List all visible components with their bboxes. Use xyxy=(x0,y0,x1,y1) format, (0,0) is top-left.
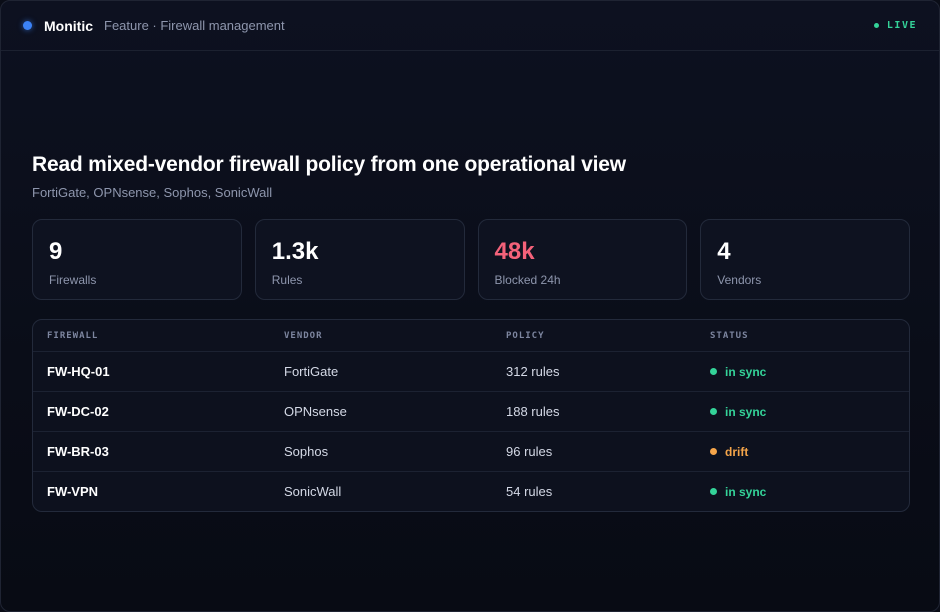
status-badge: drift xyxy=(725,444,749,459)
status-dot-icon xyxy=(710,448,717,455)
column-header-policy[interactable]: POLICY xyxy=(506,330,545,341)
firewall-name[interactable]: FW-DC-02 xyxy=(47,404,109,419)
column-header-firewall[interactable]: FIREWALL xyxy=(47,330,99,341)
stat-card-vendors: 4 Vendors xyxy=(700,219,910,300)
brand-logo-icon xyxy=(23,21,32,30)
vendor-cell: Sophos xyxy=(284,444,329,459)
brand-name[interactable]: Monitic xyxy=(44,17,93,34)
status-cell: in sync xyxy=(710,485,909,499)
stat-card-blocked: 48k Blocked 24h xyxy=(477,219,688,300)
live-indicator: LIVE xyxy=(873,20,917,31)
vendor-cell: FortiGate xyxy=(284,364,339,379)
status-dot-icon xyxy=(710,368,717,375)
status-dot-icon xyxy=(710,408,717,415)
breadcrumb: Feature · Firewall management xyxy=(104,18,285,33)
stat-value: 4 xyxy=(717,238,731,265)
column-header-vendor[interactable]: VENDOR xyxy=(284,330,323,341)
status-badge: in sync xyxy=(725,484,767,499)
stat-label: Rules xyxy=(271,273,303,287)
status-dot-icon xyxy=(710,488,717,495)
status-cell: in sync xyxy=(710,365,909,379)
stat-value: 9 xyxy=(49,238,63,265)
stat-card-firewalls: 9 Firewalls xyxy=(32,219,242,300)
table-row[interactable]: FW-BR-03 Sophos 96 rules drift xyxy=(33,431,909,471)
firewall-name[interactable]: FW-HQ-01 xyxy=(47,364,110,379)
status-cell: in sync xyxy=(710,405,909,419)
stat-label: Blocked 24h xyxy=(494,273,561,287)
top-bar: Monitic Feature · Firewall management LI… xyxy=(1,1,939,51)
page-title: Read mixed-vendor firewall policy from o… xyxy=(32,153,626,176)
live-label: LIVE xyxy=(886,20,917,31)
table-row[interactable]: FW-VPN SonicWall 54 rules in sync xyxy=(33,471,909,511)
status-badge: in sync xyxy=(725,404,767,419)
firewall-name[interactable]: FW-VPN xyxy=(47,484,99,499)
live-dot-icon xyxy=(873,23,879,28)
table-header-row: FIREWALL VENDOR POLICY STATUS xyxy=(33,320,909,351)
firewall-table: FIREWALL VENDOR POLICY STATUS FW-HQ-01 F… xyxy=(32,319,910,512)
column-header-status[interactable]: STATUS xyxy=(710,330,749,341)
stat-label: Firewalls xyxy=(49,273,97,287)
stats-row: 9 Firewalls 1.3k Rules 48k Blocked 24h 4… xyxy=(32,219,910,300)
table-row[interactable]: FW-DC-02 OPNsense 188 rules in sync xyxy=(33,391,909,431)
stat-card-rules: 1.3k Rules xyxy=(254,219,465,300)
page-subtitle: FortiGate, OPNsense, Sophos, SonicWall xyxy=(32,185,273,200)
vendor-cell: OPNsense xyxy=(284,404,347,419)
vendor-cell: SonicWall xyxy=(284,484,342,499)
policy-cell: 54 rules xyxy=(506,484,553,499)
policy-cell: 96 rules xyxy=(506,444,553,459)
stat-value: 1.3k xyxy=(271,238,319,265)
table-row[interactable]: FW-HQ-01 FortiGate 312 rules in sync xyxy=(33,351,909,391)
status-cell: drift xyxy=(710,445,909,459)
stat-label: Vendors xyxy=(717,273,762,287)
firewall-name[interactable]: FW-BR-03 xyxy=(47,444,109,459)
status-badge: in sync xyxy=(725,364,767,379)
policy-cell: 188 rules xyxy=(506,404,560,419)
main-content: Read mixed-vendor firewall policy from o… xyxy=(32,153,910,512)
stat-value: 48k xyxy=(494,238,535,265)
policy-cell: 312 rules xyxy=(506,364,560,379)
